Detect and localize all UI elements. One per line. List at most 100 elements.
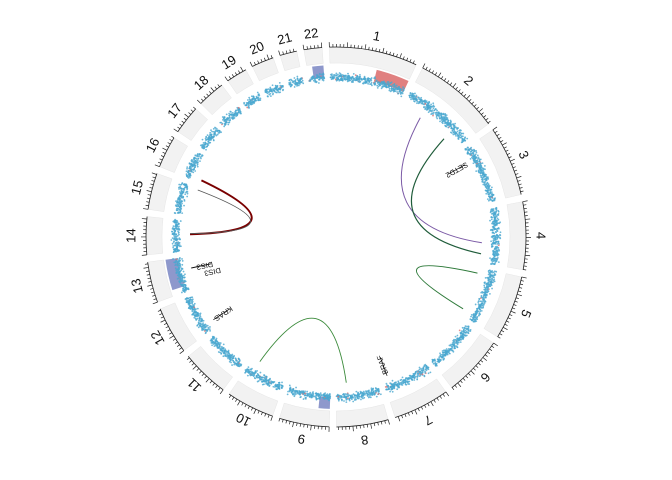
scatter-point xyxy=(176,234,179,237)
tick-mark xyxy=(190,109,194,112)
tick-mark xyxy=(183,117,187,121)
scatter-point xyxy=(210,137,213,140)
scatter-point xyxy=(186,167,188,170)
scatter-point xyxy=(438,112,441,115)
scatter-point xyxy=(191,310,194,313)
tick-mark xyxy=(289,49,291,53)
scatter-point xyxy=(264,379,267,382)
scatter-point xyxy=(244,369,247,371)
tick-mark xyxy=(292,422,294,428)
scatter-point xyxy=(178,272,181,275)
scatter-point xyxy=(489,285,491,288)
scatter-point xyxy=(424,103,427,105)
scatter-point xyxy=(425,105,428,108)
scatter-point xyxy=(255,99,258,102)
tick-mark xyxy=(500,140,504,143)
scatter-point xyxy=(320,394,323,396)
scatter-point xyxy=(381,83,384,85)
scatter-point xyxy=(228,116,231,118)
scatter-point xyxy=(434,361,437,364)
scatter-point xyxy=(466,146,469,149)
scatter-point xyxy=(345,401,348,404)
scatter-point xyxy=(181,258,183,260)
scatter-point xyxy=(467,148,470,151)
scatter-point xyxy=(493,280,496,283)
scatter-point xyxy=(319,392,322,395)
scatter-point xyxy=(179,259,182,262)
scatter-point xyxy=(180,280,183,282)
scatter-point xyxy=(473,160,475,163)
scatter-point xyxy=(497,242,500,245)
scatter-point xyxy=(489,257,491,260)
tick-mark xyxy=(253,409,257,414)
scatter-point xyxy=(206,330,209,332)
scatter-point xyxy=(312,395,315,398)
chromosome-label-17: 17 xyxy=(164,100,185,121)
scatter-point xyxy=(499,237,502,240)
scatter-point xyxy=(247,370,249,372)
scatter-point xyxy=(224,122,227,125)
scatter-point xyxy=(178,233,180,236)
scatter-point xyxy=(185,174,188,177)
scatter-point xyxy=(447,124,450,127)
scatter-point xyxy=(441,121,443,124)
scatter-point xyxy=(203,325,206,328)
scatter-point xyxy=(319,395,322,398)
tick-mark xyxy=(407,412,410,416)
scatter-point xyxy=(390,388,393,390)
scatter-point xyxy=(314,79,317,82)
scatter-point xyxy=(266,88,268,91)
scatter-point xyxy=(176,246,179,249)
scatter-point xyxy=(431,361,434,363)
scatter-point xyxy=(431,358,434,361)
scatter-point xyxy=(491,279,494,281)
scatter-point xyxy=(497,213,500,215)
scatter-point xyxy=(495,241,498,243)
scatter-point xyxy=(490,186,493,189)
scatter-point xyxy=(293,395,296,398)
scatter-point xyxy=(300,78,303,81)
scatter-point xyxy=(193,306,196,309)
scatter-point xyxy=(347,394,350,397)
scatter-point xyxy=(461,141,464,143)
scatter-point xyxy=(255,97,258,100)
scatter-point xyxy=(225,113,228,116)
scatter-point xyxy=(235,111,238,114)
scatter-point xyxy=(400,95,403,98)
tick-mark xyxy=(146,190,152,193)
tick-mark xyxy=(492,126,498,131)
scatter-point xyxy=(425,364,428,367)
tick-mark xyxy=(518,183,522,186)
scatter-point xyxy=(490,218,493,221)
ideogram-chr-19 xyxy=(227,69,254,95)
scatter-point xyxy=(178,225,180,228)
tick-mark xyxy=(247,405,250,409)
scatter-point xyxy=(473,320,476,323)
scatter-point xyxy=(196,163,199,165)
scatter-point xyxy=(386,388,389,391)
tick-mark xyxy=(179,123,183,127)
scatter-point xyxy=(450,124,453,126)
scatter-point xyxy=(493,235,495,238)
scatter-point xyxy=(220,345,223,348)
scatter-point xyxy=(405,383,408,386)
scatter-point xyxy=(272,89,275,92)
scatter-point xyxy=(441,116,444,119)
scatter-point xyxy=(321,73,323,76)
tick-mark xyxy=(146,274,150,276)
tick-mark xyxy=(468,99,472,102)
tick-mark xyxy=(509,314,513,316)
tick-mark xyxy=(515,297,519,300)
scatter-point xyxy=(360,78,363,81)
scatter-point xyxy=(298,393,301,396)
scatter-point xyxy=(256,376,258,379)
scatter-point xyxy=(441,350,444,352)
tick-mark xyxy=(449,82,453,86)
scatter-point xyxy=(449,119,452,122)
scatter-point xyxy=(203,143,206,146)
scatter-point xyxy=(228,114,231,117)
scatter-point xyxy=(393,386,395,389)
scatter-point xyxy=(476,318,479,321)
tick-mark xyxy=(417,408,420,412)
scatter-point xyxy=(338,74,341,77)
